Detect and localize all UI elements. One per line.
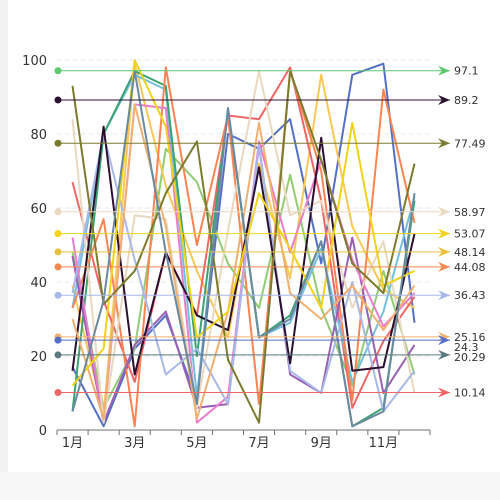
x-tick-label-1: 1月 xyxy=(62,436,83,451)
mark-line-start-dot xyxy=(54,291,62,299)
mark-lines: 97.1 89.2 77.49 58.97 53.07 48.14 44.08 36.43 25… xyxy=(54,65,486,399)
left-panel-strip xyxy=(0,0,8,500)
mark-line-label-10: 24.3 xyxy=(454,341,479,354)
mark-line-label-12: 10.14 xyxy=(454,386,486,399)
y-tick-label-20: 20 xyxy=(30,350,47,365)
mark-line-arrow xyxy=(438,65,450,76)
mark-line-label-8: 36.43 xyxy=(454,289,486,302)
mark-line-label-1: 97.1 xyxy=(454,65,479,78)
x-tick-label-5: 5月 xyxy=(186,436,207,451)
x-axis: 1月 3月 5月 7月 9月 11月 xyxy=(56,429,431,451)
mark-line-label-5: 53.07 xyxy=(454,228,486,241)
series-line-1 xyxy=(71,62,416,428)
y-tick-label-100: 100 xyxy=(22,54,47,69)
mark-line-label-6: 48.14 xyxy=(454,246,486,259)
mark-line-arrow xyxy=(438,349,450,360)
series-line-11 xyxy=(71,133,416,413)
y-tick-label-0: 0 xyxy=(39,424,47,439)
mark-line-label-11: 20.29 xyxy=(454,351,486,364)
mark-line-arrow xyxy=(438,246,450,257)
mark-line-arrow xyxy=(438,138,450,149)
mark-line-label-7: 44.08 xyxy=(454,261,486,274)
y-tick-label-80: 80 xyxy=(30,128,47,143)
series-lines xyxy=(71,59,416,428)
mark-line-arrow xyxy=(438,206,450,217)
y-tick-label-60: 60 xyxy=(30,202,47,217)
series-line-16 xyxy=(71,70,416,428)
x-tick-label-7: 7月 xyxy=(248,436,269,451)
mark-line-start-dot xyxy=(54,336,62,344)
series-line-15 xyxy=(71,70,416,424)
mark-line-arrow xyxy=(438,228,450,239)
mark-line-arrow xyxy=(438,261,450,272)
mark-line-start-dot xyxy=(54,263,62,271)
mark-line-arrow xyxy=(438,331,450,342)
mark-line-arrow xyxy=(438,290,450,301)
x-tick-label-11: 11月 xyxy=(369,436,399,451)
mark-line-start-dot xyxy=(54,351,62,359)
mark-line-label-4: 58.97 xyxy=(454,206,486,219)
mark-line-arrow xyxy=(438,94,450,105)
y-axis: 0 20 40 60 80 100 xyxy=(22,54,47,439)
mark-line-label-2: 89.2 xyxy=(454,94,479,107)
x-tick-label-9: 9月 xyxy=(311,436,332,451)
mark-line-label-3: 77.49 xyxy=(454,137,486,150)
mark-line-start-dot xyxy=(54,230,62,238)
series-line-4 xyxy=(71,66,416,409)
mark-line-start-dot xyxy=(54,388,62,396)
mark-line-label-9: 25.16 xyxy=(454,331,486,344)
x-tick-label-3: 3月 xyxy=(124,436,145,451)
mark-line-arrow xyxy=(438,335,450,346)
mark-line-start-dot xyxy=(54,67,62,75)
series-line-10 xyxy=(71,70,416,424)
mark-line-start-dot xyxy=(54,96,62,104)
mark-line-start-dot xyxy=(54,139,62,147)
mark-line-start-dot xyxy=(54,248,62,256)
series-line-7 xyxy=(71,66,416,428)
mark-line-start-dot xyxy=(54,208,62,216)
bottom-panel-strip xyxy=(0,472,500,500)
mark-line-arrow xyxy=(438,387,450,398)
y-tick-label-40: 40 xyxy=(30,276,47,291)
